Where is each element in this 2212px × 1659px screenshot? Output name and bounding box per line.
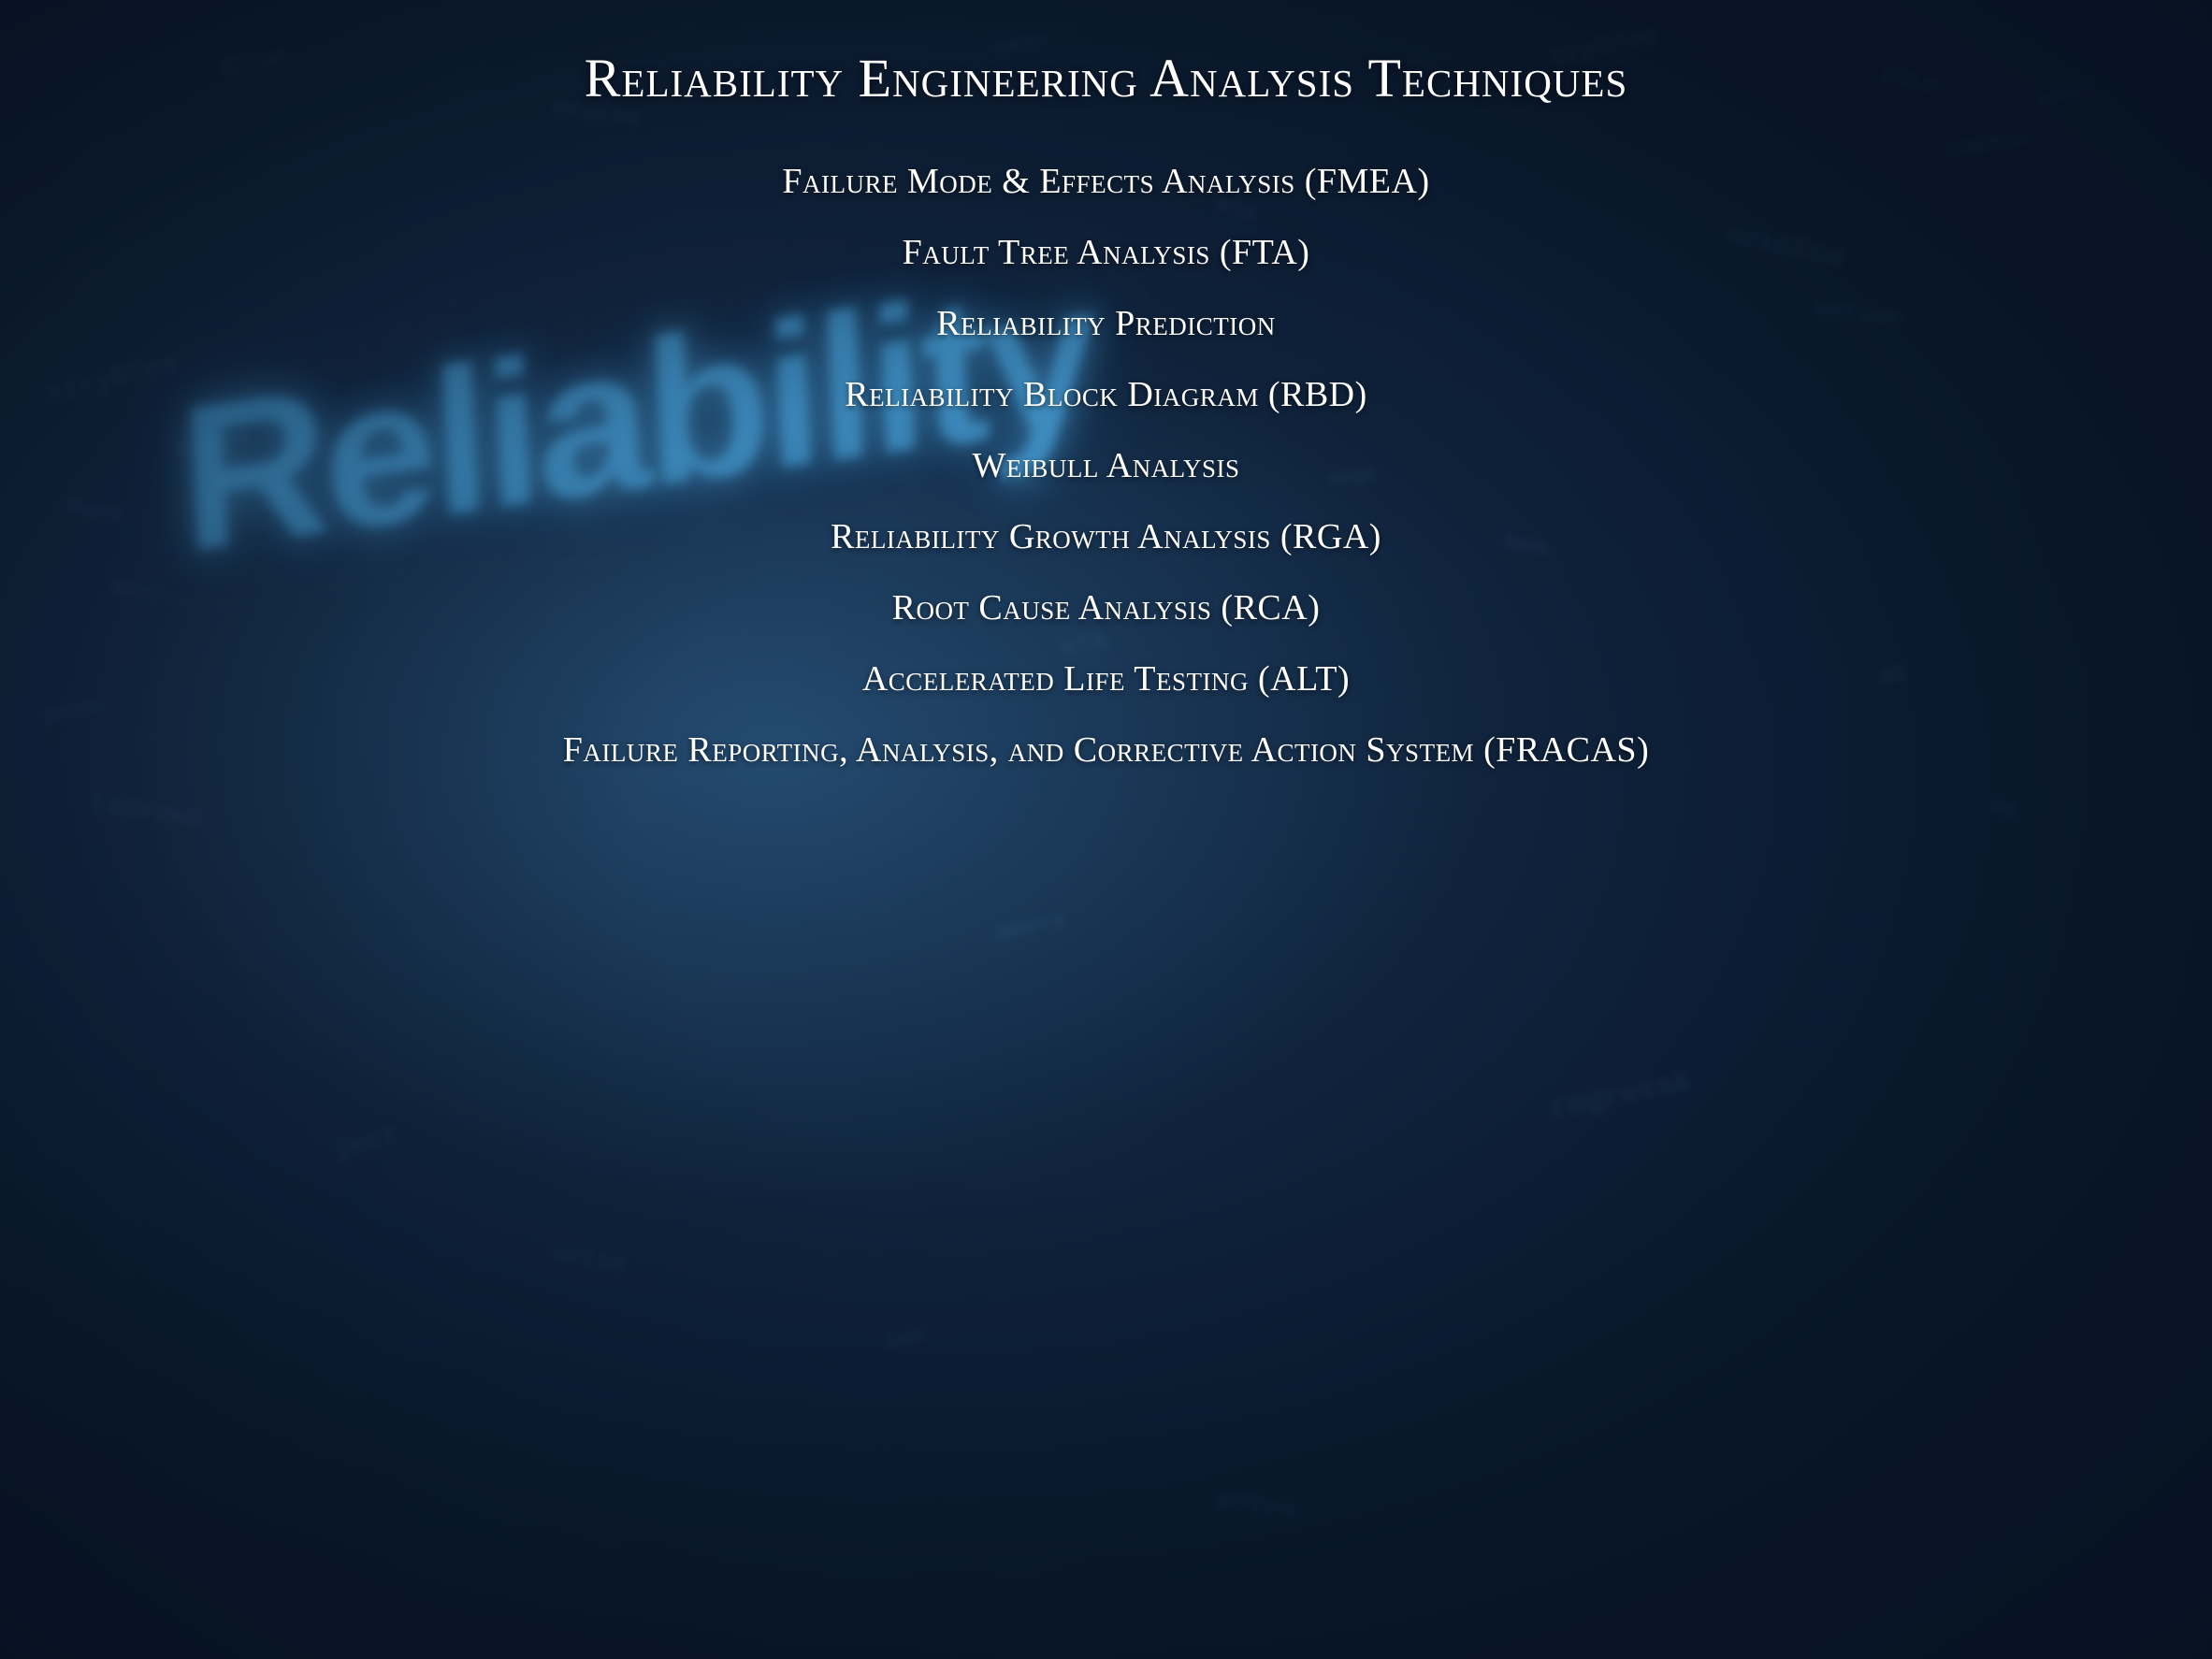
list-item: Failure Reporting, Analysis, and Correct… [563, 729, 1649, 771]
list-item: Reliability Prediction [936, 303, 1275, 344]
list-item: Reliability Block Diagram (RBD) [845, 374, 1367, 415]
list-item: Weibull Analysis [973, 445, 1240, 486]
slide-title: Reliability Engineering Analysis Techniq… [585, 47, 1628, 109]
list-item: Failure Mode & Effects Analysis (FMEA) [782, 161, 1429, 202]
content-container: Reliability Engineering Analysis Techniq… [0, 0, 2212, 1659]
items-list: Failure Mode & Effects Analysis (FMEA) Fa… [37, 161, 2175, 771]
list-item: Root Cause Analysis (RCA) [892, 587, 1321, 628]
list-item: Fault Tree Analysis (FTA) [903, 232, 1310, 273]
list-item: Reliability Growth Analysis (RGA) [831, 516, 1381, 557]
list-item: Accelerated Life Testing (ALT) [862, 658, 1350, 700]
